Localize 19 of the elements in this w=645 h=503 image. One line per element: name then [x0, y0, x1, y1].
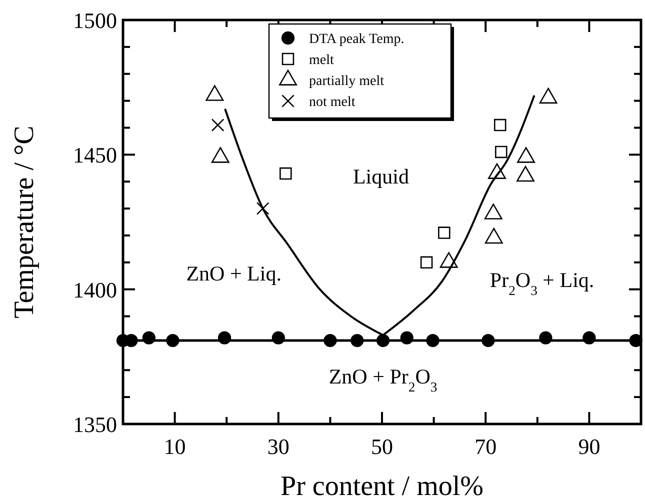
legend-label: melt [309, 53, 334, 68]
legend-label: DTA peak Temp. [309, 32, 404, 47]
x-tick-label: 90 [578, 434, 600, 459]
y-axis-title: Temperature / °C [9, 126, 40, 318]
annotation: ZnO + Pr$_{2}$O$_{3}$ [328, 364, 438, 394]
x-axis-title: Pr content / mol% [280, 471, 484, 502]
legend-label: not melt [309, 95, 356, 110]
legend-label: partially melt [309, 74, 384, 89]
x-tick-label: 10 [164, 434, 186, 459]
x-tick-label: 50 [371, 434, 393, 459]
y-tick-label: 1350 [73, 412, 117, 437]
annotation: Pr$_{2}$O$_{3}$ + Liq. [490, 268, 594, 298]
y-tick-label: 1450 [73, 142, 117, 168]
x-tick-label: 70 [474, 434, 497, 459]
annotation: ZnO + Liq. [186, 261, 282, 286]
y-tick-label: 1400 [73, 277, 117, 302]
y-tick-label: 1500 [73, 8, 117, 33]
annotation: Liquid [352, 164, 410, 188]
x-tick-label: 30 [267, 434, 290, 459]
